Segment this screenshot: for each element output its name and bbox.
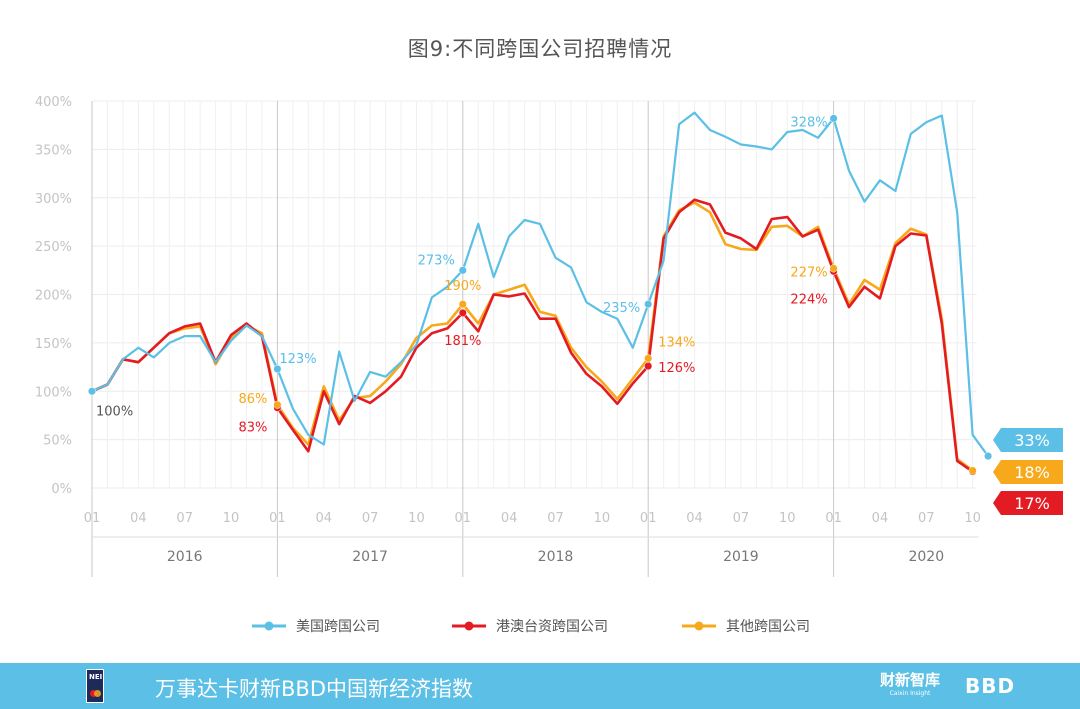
footer-bar: NEI 万事达卡财新BBD中国新经济指数 财新智库 Caixin Insight… <box>0 663 1080 709</box>
callout-label: 181% <box>444 334 481 349</box>
logo-circle-red <box>90 690 97 697</box>
nei-logo: NEI <box>86 669 104 703</box>
x-tick-label: 01 <box>455 511 472 526</box>
legend-label: 美国跨国公司 <box>296 619 380 635</box>
end-dot <box>968 466 977 475</box>
end-tag <box>993 491 1063 515</box>
y-tick-label: 150% <box>35 337 72 352</box>
x-tick-label: 04 <box>872 511 889 526</box>
legend-swatch-dot <box>264 621 274 631</box>
callout-dot <box>644 362 653 371</box>
x-tick-label: 01 <box>269 511 286 526</box>
end-tag <box>993 460 1063 484</box>
callout-label: 126% <box>658 361 695 376</box>
line-chart: 0%50%100%150%200%250%300%350%400%01 04 07 1… <box>35 95 1063 635</box>
callout-label: 235% <box>603 301 640 316</box>
x-tick-label: 04 <box>315 511 332 526</box>
legend-label: 其他跨国公司 <box>726 619 810 635</box>
callout-label: 123% <box>279 352 316 367</box>
year-label: 2019 <box>723 549 759 565</box>
callout-dot <box>458 308 467 317</box>
callout-label: 83% <box>238 421 267 436</box>
callout-label: 328% <box>790 115 827 130</box>
bbd-logo: BBD <box>965 674 1016 698</box>
callout-label: 86% <box>238 392 267 407</box>
series-line <box>90 198 974 473</box>
x-tick-label: 04 <box>501 511 518 526</box>
caixin-insight-en: Caixin Insight <box>889 690 931 697</box>
chart-title: 图9:不同跨国公司招聘情况 <box>407 37 673 61</box>
x-tick-label: 10 <box>779 511 796 526</box>
x-tick-label: 07 <box>733 511 750 526</box>
y-tick-label: 400% <box>35 95 72 110</box>
callout-dot <box>458 300 467 309</box>
callout-dot <box>644 354 653 363</box>
callout-dot <box>644 300 653 309</box>
y-tick-label: 200% <box>35 289 72 304</box>
year-label: 2018 <box>538 549 574 565</box>
year-label: 2020 <box>908 549 944 565</box>
legend-swatch-dot <box>464 621 474 631</box>
year-label: 2017 <box>352 549 388 565</box>
y-tick-label: 250% <box>35 240 72 255</box>
y-tick-label: 300% <box>35 192 72 207</box>
callout-dot <box>829 264 838 273</box>
x-tick-label: 07 <box>918 511 935 526</box>
axis-layer: 0% 50% 100% 150% 200% 250% 300% 350% 400% 01 04 07 1… <box>35 95 981 565</box>
end-tag <box>993 428 1063 452</box>
callout-dot <box>829 114 838 123</box>
x-tick-label: 07 <box>176 511 193 526</box>
legend-swatch-dot <box>694 621 704 631</box>
callout-label: 100% <box>96 404 133 419</box>
callout-dot <box>458 266 467 275</box>
index-name: 万事达卡财新BBD中国新经济指数 <box>155 677 473 701</box>
x-tick-label: 07 <box>362 511 379 526</box>
end-tag-label: 18% <box>1014 463 1050 482</box>
callout-dot <box>87 387 97 396</box>
y-tick-label: 350% <box>35 143 72 158</box>
series-layer <box>90 111 990 473</box>
x-tick-label: 07 <box>547 511 564 526</box>
caixin-insight-cn: 财新智库 <box>880 671 941 689</box>
end-tag-label: 33% <box>1014 431 1050 450</box>
x-tick-label: 10 <box>223 511 240 526</box>
grid-layer <box>91 100 977 577</box>
legend-label: 港澳台资跨国公司 <box>496 619 608 635</box>
end-tag-label: 17% <box>1014 494 1050 513</box>
callout-dot <box>273 400 282 409</box>
x-tick-label: 04 <box>130 511 147 526</box>
label-layer: 100% 123% 273% 235% 328% 83% 181% 126% 224% 86% 19… <box>87 114 1063 515</box>
caixin-insight-logo: 财新智库 Caixin Insight <box>880 673 940 701</box>
x-tick-label: 10 <box>964 511 981 526</box>
y-tick-label: 100% <box>35 385 72 400</box>
end-dot <box>984 452 993 461</box>
callout-dot <box>273 364 282 374</box>
year-label: 2016 <box>167 549 203 565</box>
callout-label: 134% <box>658 335 695 350</box>
nei-logo-text: NEI <box>89 673 103 681</box>
callout-label: 190% <box>444 279 481 294</box>
x-tick-label: 10 <box>408 511 425 526</box>
series-line <box>90 201 974 472</box>
x-tick-label: 01 <box>84 511 101 526</box>
x-tick-label: 01 <box>825 511 842 526</box>
x-tick-label: 10 <box>594 511 611 526</box>
callout-label: 224% <box>790 292 827 307</box>
x-tick-label: 01 <box>640 511 657 526</box>
callout-label: 273% <box>418 253 455 268</box>
series-line <box>90 111 990 458</box>
legend-layer: 美国跨国公司 港澳台资跨国公司 其他跨国公司 <box>252 619 810 635</box>
x-tick-label: 04 <box>686 511 703 526</box>
logo-circle-orange <box>94 690 101 697</box>
y-tick-label: 50% <box>43 434 72 449</box>
callout-label: 227% <box>790 265 827 280</box>
y-tick-label: 0% <box>51 482 72 497</box>
